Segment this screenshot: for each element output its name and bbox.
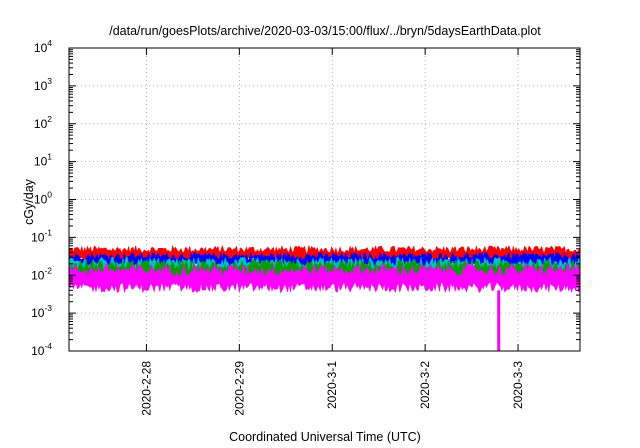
y-tick-label: 10-1 (31, 227, 52, 244)
y-axis-label: cGy/day (22, 178, 36, 225)
y-tick-label: 104 (34, 38, 52, 55)
y-tick-label: 102 (34, 114, 52, 131)
y-tick-label: 10-3 (31, 303, 52, 320)
x-axis-label: Coordinated Universal Time (UTC) (229, 430, 421, 444)
y-tick-labels: 10-4 10-3 10-2 10-1 100 101 102 103 104 (31, 38, 52, 358)
x-tick-label: 2020-3-1 (325, 361, 339, 409)
grid (69, 48, 580, 351)
x-tick-label: 2020-2-29 (232, 361, 246, 416)
x-tick-label: 2020-3-3 (511, 361, 525, 409)
y-tick-label: 10-2 (31, 265, 52, 282)
series-layer (68, 244, 581, 351)
x-tick-label: 2020-2-28 (139, 361, 153, 416)
y-tick-label: 10-4 (31, 341, 52, 358)
axis-ticks (69, 47, 580, 352)
chart-title: /data/run/goesPlots/archive/2020-03-03/1… (109, 24, 541, 38)
x-tick-labels: 2020-2-28 2020-2-29 2020-3-1 2020-3-2 2020-3… (139, 361, 525, 416)
y-tick-label: 103 (34, 76, 52, 93)
dropout-spike (497, 290, 501, 351)
y-tick-label: 101 (34, 152, 52, 169)
y-tick-label: 100 (34, 190, 52, 207)
x-tick-label: 2020-3-2 (418, 361, 432, 409)
